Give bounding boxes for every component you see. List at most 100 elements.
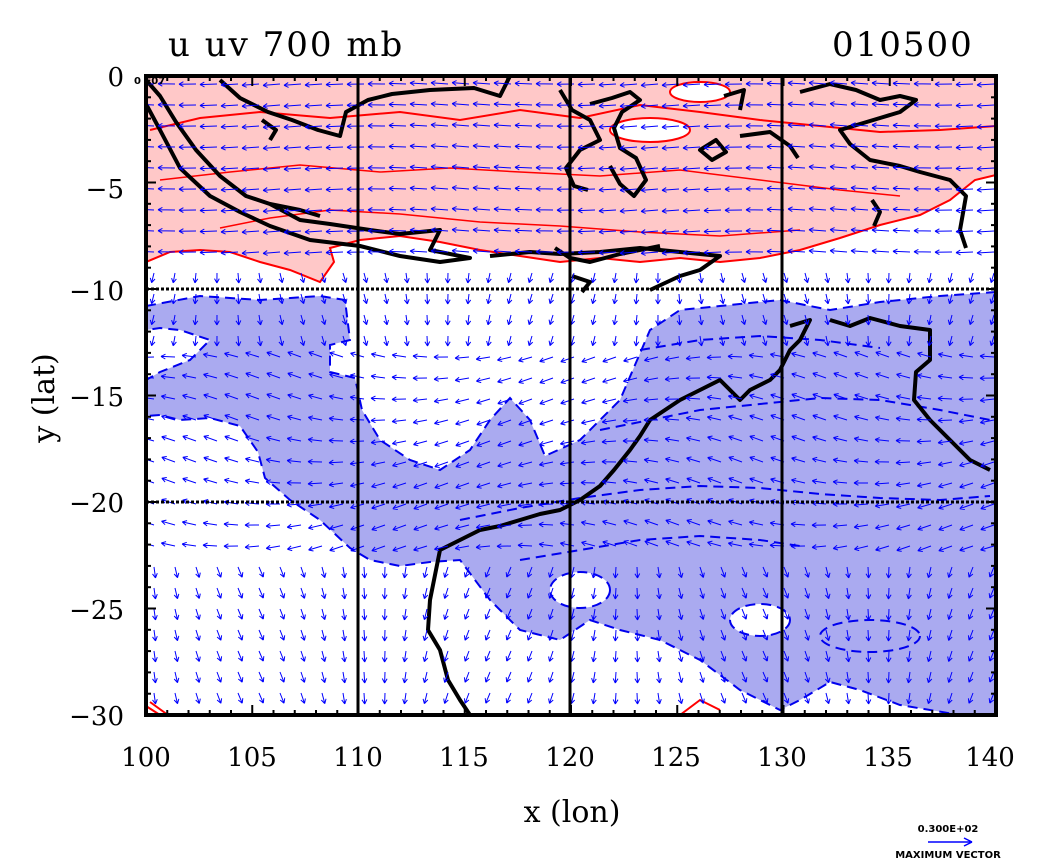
wind-vector <box>149 335 156 347</box>
wind-vector <box>381 629 388 642</box>
wind-vector <box>656 608 662 621</box>
wind-vector <box>235 293 242 305</box>
wind-vector <box>640 250 659 256</box>
wind-vector <box>300 692 306 704</box>
wind-vector <box>424 293 431 305</box>
wind-vector <box>896 524 911 531</box>
wind-vector <box>832 457 848 464</box>
positive-contour-inner <box>149 103 996 134</box>
wind-vector <box>664 356 680 362</box>
wind-vector <box>199 165 218 172</box>
wind-vector <box>955 249 974 256</box>
wind-vector <box>824 650 831 663</box>
wind-vector <box>947 272 954 284</box>
wind-vector <box>506 335 513 347</box>
wind-vector <box>278 272 285 284</box>
wind-vector <box>703 123 722 130</box>
wind-vector <box>195 566 201 578</box>
wind-vector <box>505 629 512 641</box>
wind-vector <box>706 354 722 361</box>
wind-vector <box>808 80 827 86</box>
wind-vector <box>740 335 747 346</box>
wind-vector <box>865 335 872 347</box>
wind-vector <box>539 377 554 384</box>
wind-vector <box>388 185 407 192</box>
wind-vector <box>559 440 575 446</box>
wind-vector <box>146 104 155 106</box>
wind-vector <box>171 335 177 347</box>
wind-vector <box>367 186 386 192</box>
wind-vector <box>661 250 680 256</box>
wind-vector <box>577 81 596 88</box>
wind-vector <box>422 671 429 684</box>
wind-vector <box>463 587 470 599</box>
wind-vector <box>514 185 533 192</box>
wind-vector <box>720 566 727 578</box>
wind-vector <box>266 372 281 379</box>
wind-vector <box>656 566 662 579</box>
wind-vector <box>245 393 260 400</box>
wind-vector <box>361 587 368 600</box>
wind-vector <box>307 502 323 509</box>
wind-vector <box>548 650 554 662</box>
wind-vector <box>664 416 680 423</box>
wind-vector <box>623 540 638 547</box>
wind-vector <box>422 587 429 600</box>
wind-vector <box>195 692 201 704</box>
wind-vector <box>598 102 617 109</box>
wind-vector <box>612 272 618 284</box>
wind-vector <box>665 540 680 547</box>
x-tick-labels: 100 105 110 115 120 125 130 135 140 <box>121 743 1015 773</box>
wind-vector <box>181 373 197 379</box>
wind-vector <box>581 356 596 363</box>
wind-vector <box>157 227 176 234</box>
wind-vector <box>472 164 491 170</box>
x-tick-8: 140 <box>965 743 1015 773</box>
wind-vector <box>346 144 365 151</box>
wind-vector <box>634 587 641 600</box>
wind-vector <box>548 335 554 346</box>
wind-vector <box>580 479 596 486</box>
wind-vector <box>824 629 831 642</box>
wind-vector <box>412 419 428 425</box>
wind-vector <box>383 293 389 305</box>
wind-vector <box>171 293 177 305</box>
wind-vector <box>325 228 344 235</box>
wind-vector <box>740 293 747 304</box>
wind-vector <box>476 461 491 468</box>
wind-vector <box>955 207 974 214</box>
wind-vector <box>548 629 554 641</box>
wind-vector <box>934 165 953 172</box>
wind-vector <box>475 524 491 530</box>
wind-vector <box>241 145 260 151</box>
wind-vector <box>424 272 431 284</box>
wind-vector <box>749 435 764 442</box>
wind-vector <box>968 272 975 283</box>
wind-vector <box>430 122 449 128</box>
wind-vector <box>266 414 281 421</box>
wind-vector <box>612 587 619 600</box>
wind-vector <box>493 248 512 255</box>
wind-vector <box>686 477 701 484</box>
wind-vector <box>422 692 429 705</box>
wind-vector <box>304 186 323 193</box>
wind-vector <box>926 629 933 642</box>
wind-vector <box>590 314 597 326</box>
wind-vector <box>661 145 680 151</box>
wind-vector <box>199 123 218 130</box>
wind-vector <box>422 566 429 579</box>
wind-vector <box>686 540 701 547</box>
wind-vector <box>892 206 911 213</box>
wind-vector <box>853 458 869 464</box>
wind-vector <box>266 435 281 442</box>
wind-vector <box>656 692 662 705</box>
wind-vector <box>598 228 617 235</box>
wind-vector <box>808 143 827 149</box>
wind-vector <box>808 227 827 233</box>
wind-vector <box>321 335 327 346</box>
wind-vector <box>682 102 701 109</box>
wind-vector <box>829 101 848 107</box>
wind-vector <box>803 314 810 326</box>
wind-vector <box>518 377 533 384</box>
wind-vector <box>241 82 260 88</box>
